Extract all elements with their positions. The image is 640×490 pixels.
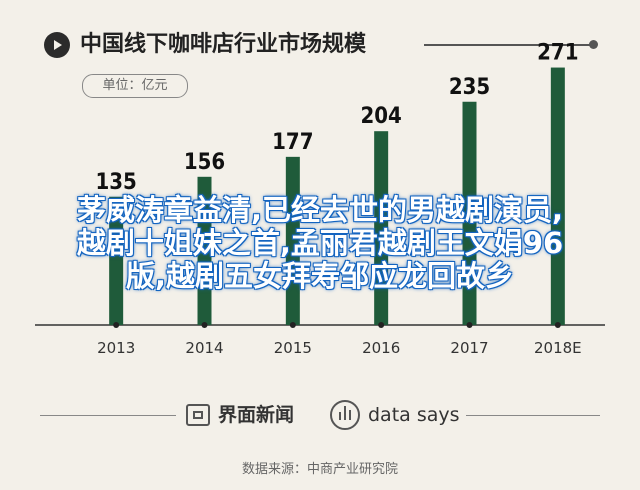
footer-brand-jiemian: 界面新闻 [218,404,295,426]
x-tick-2017: 2017 [450,339,488,357]
data-label-2015: 177 [272,130,313,155]
x-tick-2015: 2015 [274,339,312,357]
data-label-2014: 156 [184,150,225,175]
tick-dot-2014 [201,322,208,328]
title-divider [424,44,594,46]
unit-label: 单位：亿元 [82,74,188,98]
overlay-caption: 茅威涛章益清,已经去世的男越剧演员, 越剧十姐妹之首,孟丽君越剧王文娟96 版,… [0,194,640,293]
bar-2016 [374,131,389,325]
data-label-2016: 204 [361,104,402,129]
play-icon [44,32,70,58]
footer-divider-right [466,415,600,416]
bar-2013 [109,196,124,325]
tick-dot-2013 [113,322,120,328]
bar-2018E [550,67,565,326]
x-tick-2014: 2014 [185,339,223,357]
data-source: 数据来源：中商产业研究院 [241,462,398,477]
jiemian-logo-icon [186,404,210,426]
tick-dot-2015 [289,322,296,328]
overlay-line-3: 版,越剧五女拜寿邹应龙回故乡 [125,259,515,293]
data-label-2013: 135 [96,170,137,195]
bar-2015 [285,156,300,325]
footer-brand-datasays: data says [368,404,460,426]
footer-divider-left [40,415,176,416]
overlay-line-2: 越剧十姐妹之首,孟丽君越剧王文娟96 [76,226,564,260]
bar-2017 [462,101,477,325]
x-tick-2016: 2016 [362,339,400,357]
tick-dot-2016 [378,322,385,328]
data-label-2018E: 271 [537,41,578,66]
x-tick-2013: 2013 [97,339,135,357]
data-label-2017: 235 [449,75,490,100]
x-tick-2018E: 2018E [534,339,582,357]
footer: 界面新闻 data says [0,398,640,434]
chart-title: 中国线下咖啡店行业市场规模 [80,32,367,57]
tick-dot-2018E [554,322,561,328]
tick-dot-2017 [466,322,473,328]
bar-2014 [197,176,212,325]
overlay-line-1: 茅威涛章益清,已经去世的男越剧演员, [76,193,564,227]
datasays-logo-icon [330,400,360,430]
title-divider-dot [589,40,598,49]
title-row: 中国线下咖啡店行业市场规模 [44,30,604,60]
